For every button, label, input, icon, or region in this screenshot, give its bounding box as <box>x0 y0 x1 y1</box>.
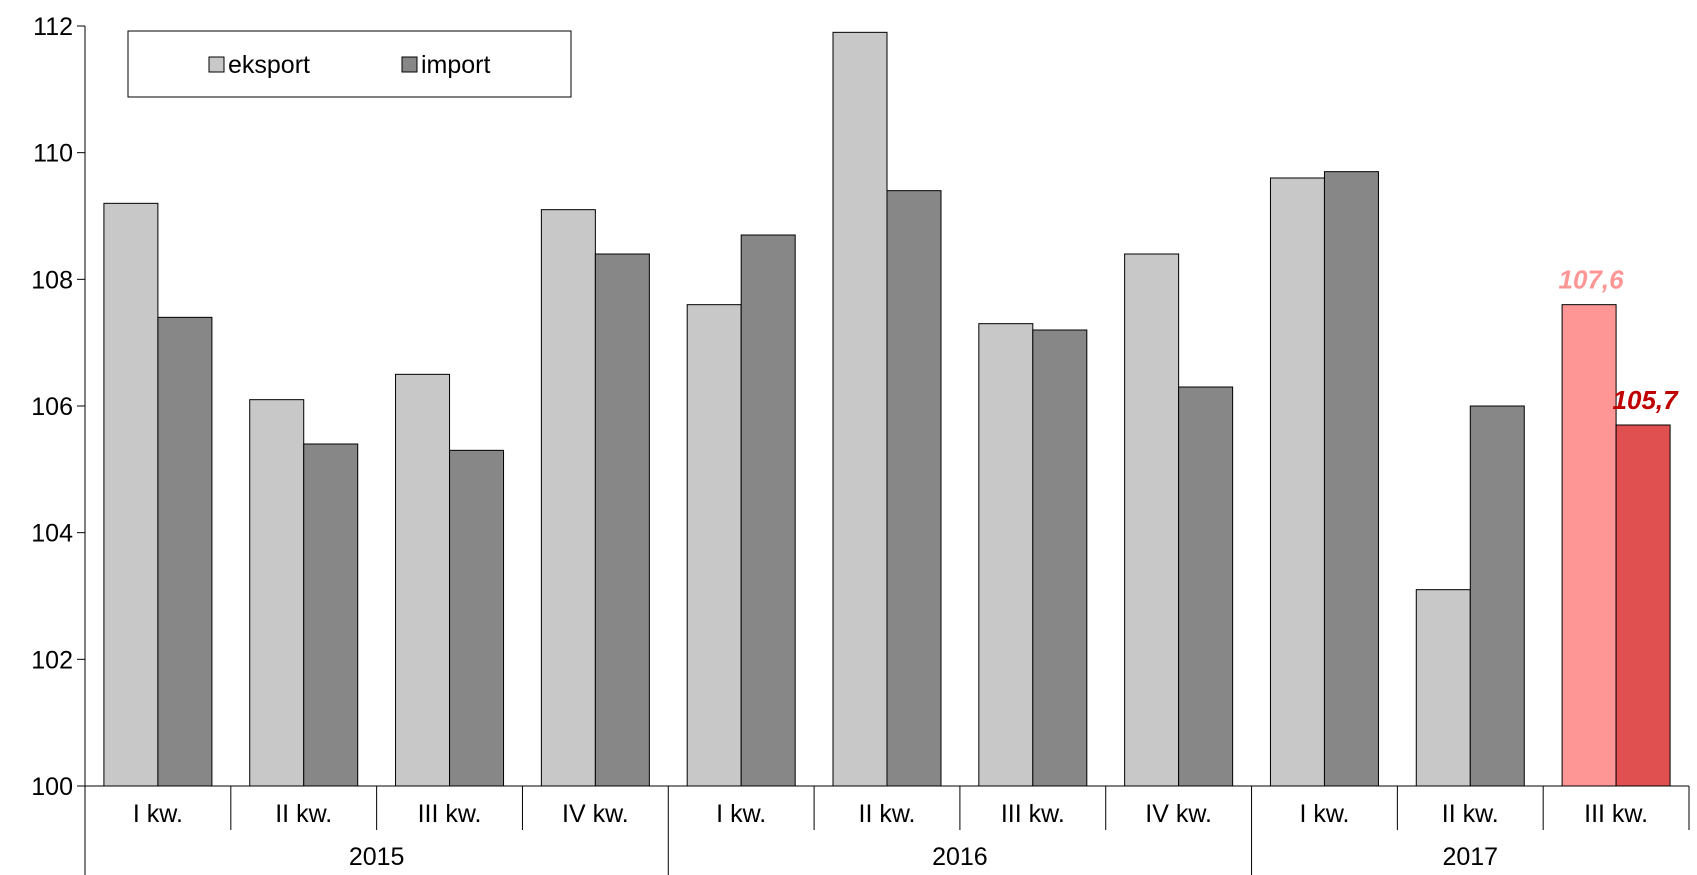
x-group-label: 2016 <box>932 843 988 871</box>
bar-import <box>450 450 504 786</box>
x-tick-label: III kw. <box>1584 800 1648 828</box>
x-tick-label: II kw. <box>859 800 916 828</box>
x-tick-label: IV kw. <box>562 800 629 828</box>
x-tick-label: IV kw. <box>1145 800 1212 828</box>
x-tick-label: III kw. <box>418 800 482 828</box>
bar-import <box>887 191 941 786</box>
bars <box>104 32 1670 786</box>
data-label-import: 105,7 <box>1613 385 1680 415</box>
x-group-label: 2015 <box>349 843 405 871</box>
x-tick-label: I kw. <box>1299 800 1349 828</box>
y-tick-label: 108 <box>31 266 73 294</box>
legend-label-eksport: eksport <box>228 51 310 79</box>
data-label-eksport: 107,6 <box>1559 265 1625 295</box>
y-tick-label: 102 <box>31 646 73 674</box>
bar-eksport <box>396 374 450 786</box>
bar-eksport <box>1416 590 1470 786</box>
legend: eksport import <box>128 31 571 97</box>
x-tick-label: I kw. <box>716 800 766 828</box>
x-tick-label: I kw. <box>133 800 183 828</box>
bar-import <box>1324 172 1378 786</box>
y-tick-label: 112 <box>33 13 73 41</box>
bar-eksport <box>250 400 304 786</box>
bar-import <box>741 235 795 786</box>
bar-import <box>1470 406 1524 786</box>
bar-import <box>1616 425 1670 786</box>
bar-eksport <box>1125 254 1179 786</box>
x-axis: I kw. II kw. III kw. IV kw. I kw. II kw. III k… <box>85 786 1689 875</box>
legend-label-import: import <box>421 51 491 79</box>
bar-eksport <box>979 324 1033 786</box>
bar-eksport <box>1562 305 1616 786</box>
bar-eksport <box>833 32 887 786</box>
x-tick-label: III kw. <box>1001 800 1065 828</box>
bar-import <box>595 254 649 786</box>
y-tick-label: 106 <box>31 393 73 421</box>
legend-swatch-eksport <box>209 57 224 72</box>
x-tick-label: II kw. <box>275 800 332 828</box>
bar-import <box>1179 387 1233 786</box>
x-tick-label: II kw. <box>1442 800 1499 828</box>
bar-import <box>158 317 212 786</box>
bar-import <box>304 444 358 786</box>
bar-import <box>1033 330 1087 786</box>
y-axis: 100 102 104 106 108 110 112 <box>31 13 85 801</box>
bar-eksport <box>1270 178 1324 786</box>
y-tick-label: 110 <box>33 140 73 168</box>
bar-eksport <box>541 210 595 786</box>
bar-eksport <box>104 203 158 786</box>
y-tick-label: 104 <box>31 520 73 548</box>
legend-box <box>128 31 571 97</box>
x-group-label: 2017 <box>1442 843 1498 871</box>
y-tick-label: 100 <box>31 773 73 801</box>
legend-swatch-import <box>402 57 417 72</box>
bar-eksport <box>687 305 741 786</box>
